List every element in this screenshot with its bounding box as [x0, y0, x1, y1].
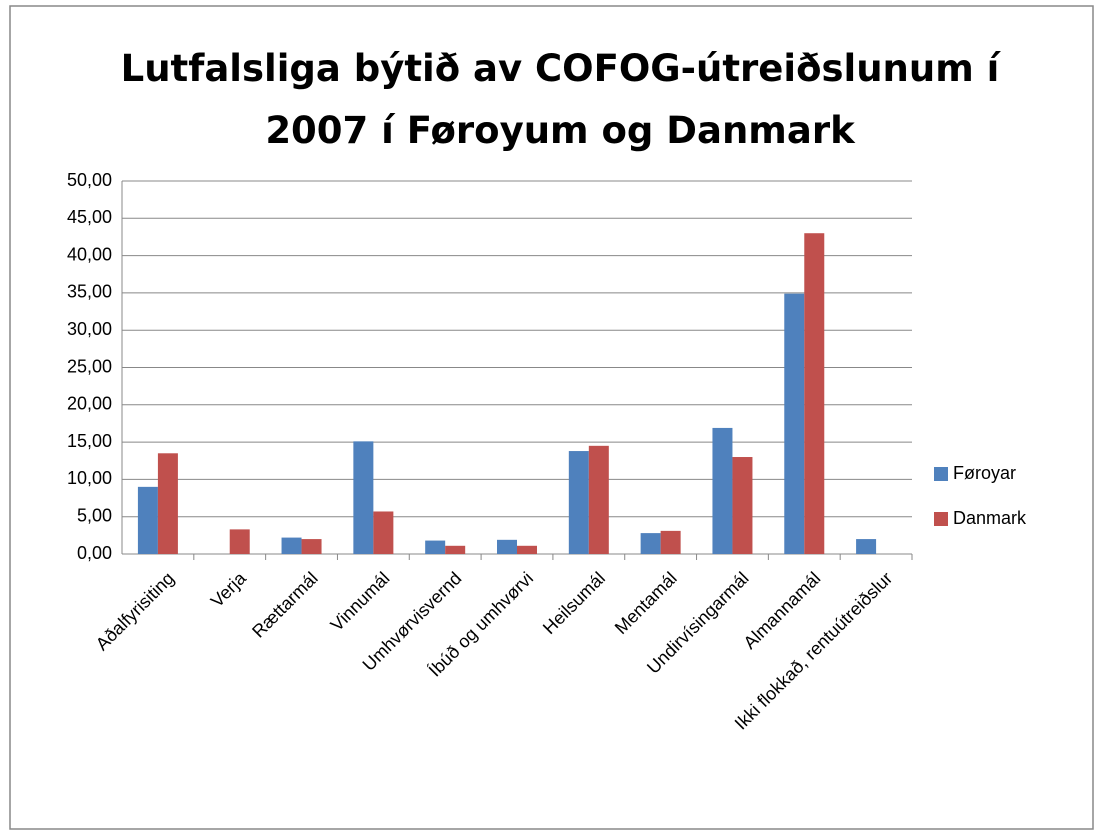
- bar: [588, 445, 609, 554]
- bar: [568, 451, 589, 554]
- bar: [353, 441, 374, 554]
- y-tick-label: 25,00: [67, 356, 112, 376]
- legend-label: Danmark: [953, 508, 1027, 528]
- bar: [281, 537, 302, 554]
- bar: [137, 486, 158, 554]
- y-tick-label: 35,00: [67, 282, 112, 302]
- bar: [712, 427, 733, 554]
- bar: [497, 539, 517, 554]
- bar: [660, 530, 681, 554]
- bar: [157, 453, 178, 554]
- legend-swatch: [934, 512, 948, 526]
- y-tick-label: 10,00: [67, 468, 112, 488]
- bar: [732, 457, 753, 554]
- bar: [856, 539, 877, 554]
- y-tick-label: 45,00: [67, 207, 112, 227]
- bar: [445, 545, 466, 554]
- legend-swatch: [934, 467, 948, 481]
- y-tick-label: 30,00: [67, 319, 112, 339]
- bar: [517, 545, 537, 554]
- bar: [301, 539, 322, 554]
- chart-title: Lutfalsliga býtið av COFOG-útreiðslunum …: [120, 47, 1000, 152]
- y-tick-label: 5,00: [77, 505, 112, 525]
- y-tick-label: 0,00: [77, 543, 112, 563]
- bar: [784, 293, 805, 554]
- y-tick-label: 40,00: [67, 244, 112, 264]
- bar: [373, 511, 394, 554]
- bar: [640, 533, 661, 554]
- y-tick-label: 20,00: [67, 394, 112, 414]
- y-tick-label: 15,00: [67, 431, 112, 451]
- bar: [804, 233, 825, 554]
- bar: [229, 529, 250, 554]
- bar: [425, 540, 446, 554]
- y-tick-label: 50,00: [67, 170, 112, 190]
- legend-label: Føroyar: [953, 463, 1016, 483]
- chart-border: [9, 5, 1094, 830]
